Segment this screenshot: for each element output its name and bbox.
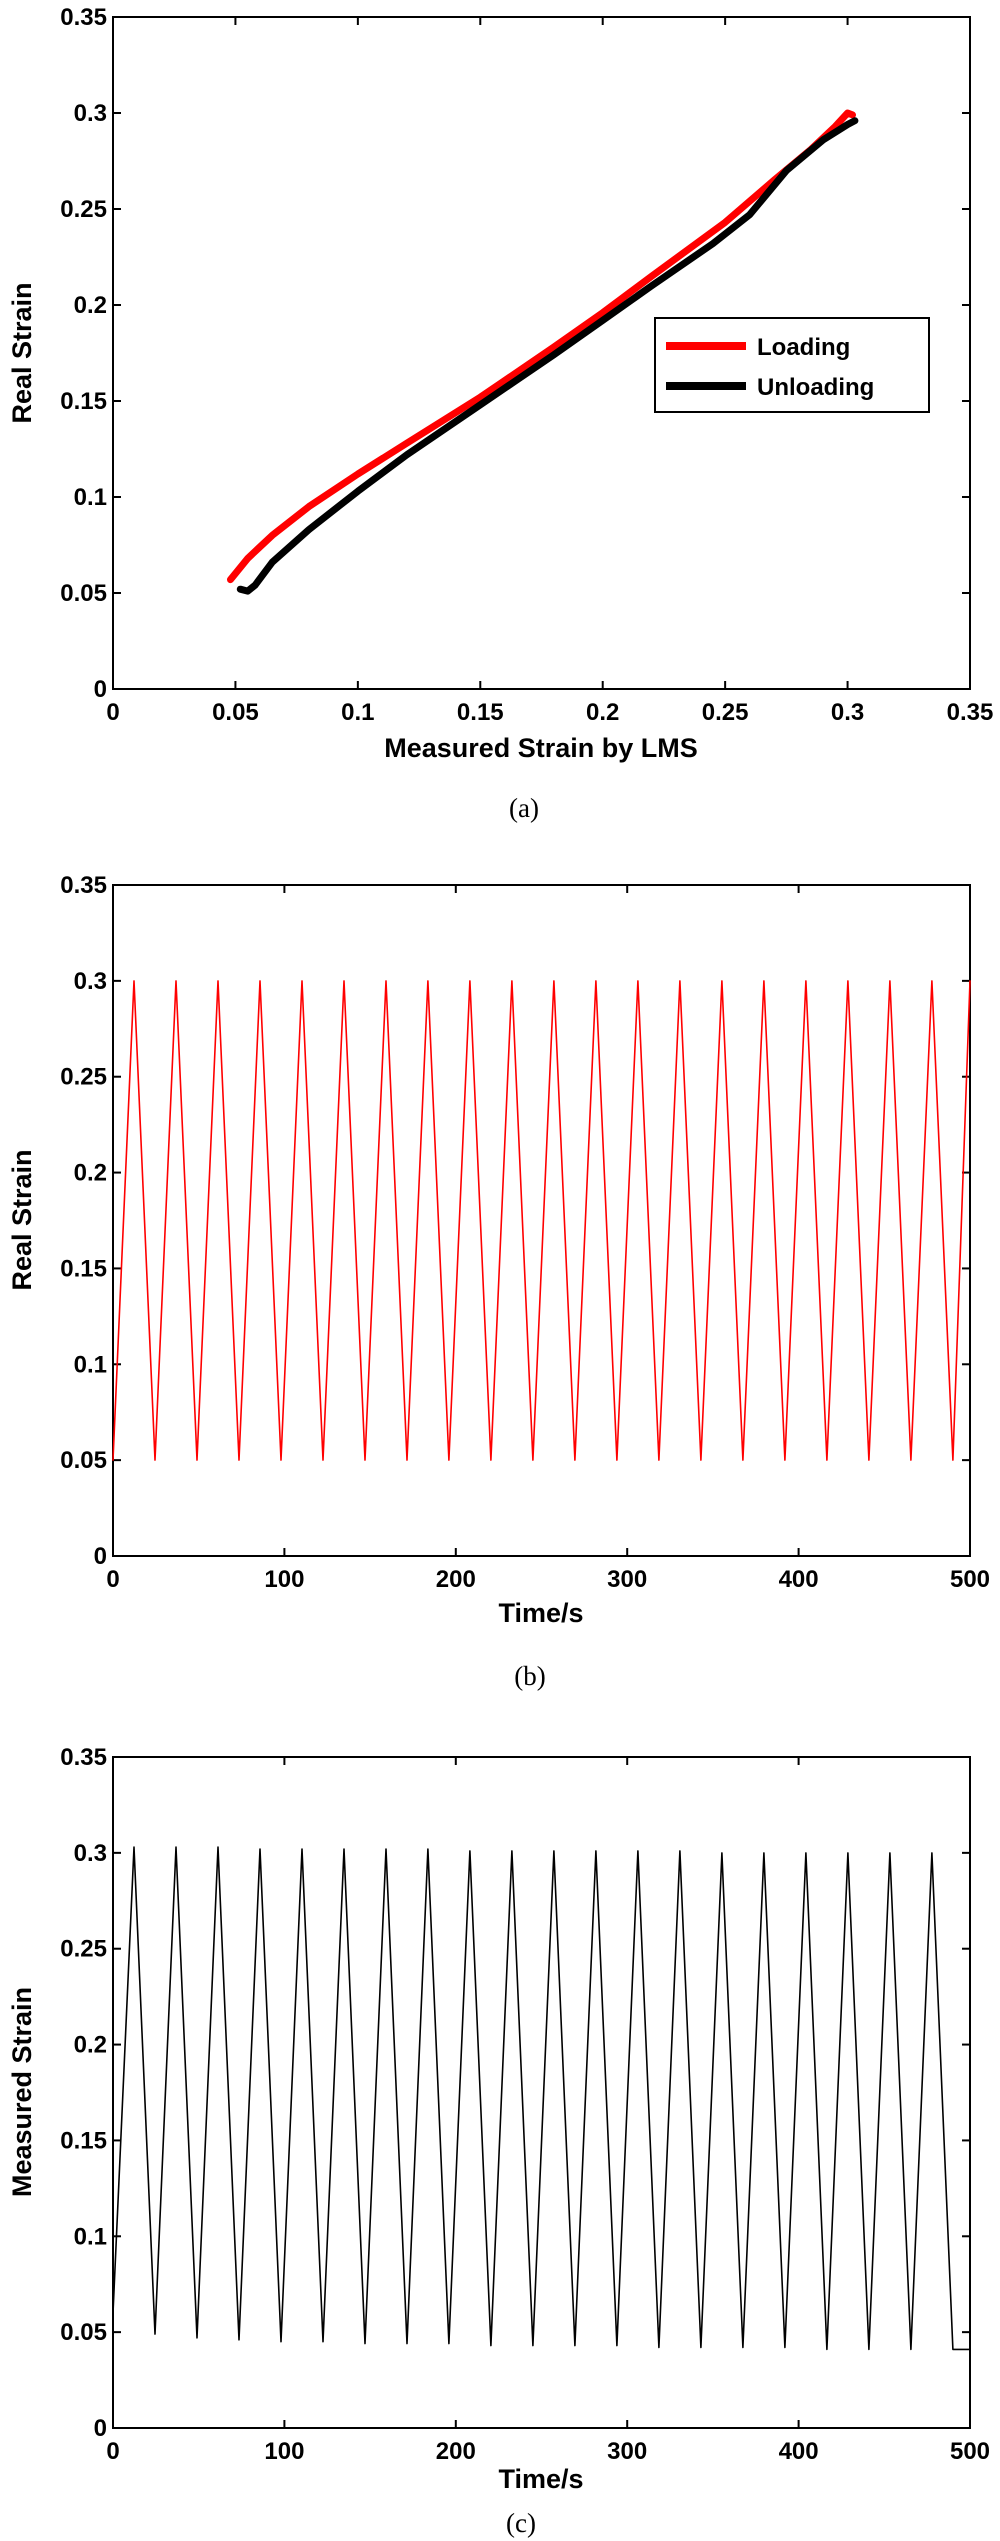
- chart-c-y-tick-label: 0.2: [74, 2032, 107, 2059]
- chart-b-y-tick-label: 0.05: [60, 1447, 107, 1474]
- chart-a-legend-box: [654, 317, 930, 413]
- chart-c-x-tick-label: 300: [607, 2438, 647, 2465]
- chart-b-y-axis-label: Real Strain: [7, 1149, 37, 1290]
- chart-a-unloading-line: [236, 117, 859, 595]
- chart-c-x-tick-label: 200: [436, 2438, 476, 2465]
- chart-b-series: [112, 980, 971, 1461]
- chart-a-legend: Loading Unloading: [654, 317, 930, 413]
- chart-a: 0 0.05 0.1 0.15 0.2 0.25 0.3 0.35 00.050.10.150…: [7, 4, 993, 823]
- chart-b-x-axis-label: Time/s: [498, 1598, 583, 1628]
- chart-c-x-tick-label: 500: [950, 2438, 990, 2465]
- chart-a-y-tick-label: 0: [94, 676, 107, 703]
- chart-a-y-tick-label: 0.05: [60, 580, 107, 607]
- chart-c-plot-area: [112, 1756, 971, 2429]
- chart-c-y-ticks: 0 0.05 0.1 0.15 0.2 0.25 0.3 0.35: [60, 1744, 970, 2442]
- chart-a-y-tick-label: 0.15: [60, 388, 107, 415]
- chart-a-y-tick-label: 0.35: [60, 4, 107, 31]
- chart-a-x-tick-label: 0.3: [831, 699, 864, 726]
- chart-b-x-tick-label: 500: [950, 1566, 990, 1593]
- chart-b-y-tick-label: 0.15: [60, 1255, 107, 1282]
- chart-b: 0 100 200 300 400 500 00.050.10.150.20.250.30…: [7, 872, 990, 1691]
- chart-c-x-axis-label: Time/s: [498, 2464, 583, 2494]
- chart-a-y-ticks: 0 0.05 0.1 0.15 0.2 0.25 0.3 0.35: [60, 4, 970, 703]
- chart-a-y-tick-label: 0.25: [60, 196, 107, 223]
- chart-a-x-ticks: 0 0.05 0.1 0.15 0.2 0.25 0.3 0.35: [106, 17, 993, 726]
- chart-c-y-tick-label: 0: [94, 2415, 107, 2442]
- legend-loading-label: Loading: [757, 334, 850, 361]
- chart-c-series: [112, 1846, 971, 2351]
- chart-a-y-axis-label: Real Strain: [7, 282, 37, 423]
- chart-b-series-0-line: [112, 980, 971, 1461]
- chart-c-x-tick-label: 400: [779, 2438, 819, 2465]
- chart-a-series: [227, 109, 859, 595]
- chart-b-y-tick-label: 0: [94, 1543, 107, 1570]
- legend-unloading-label: Unloading: [757, 374, 874, 401]
- chart-a-x-tick-label: 0.1: [341, 699, 374, 726]
- chart-a-x-tick-label: 0.15: [457, 699, 504, 726]
- chart-c-y-tick-label: 0.25: [60, 1936, 107, 1963]
- chart-b-x-tick-label: 100: [264, 1566, 304, 1593]
- caption-c: (c): [506, 2508, 536, 2538]
- chart-a-x-tick-label: 0.05: [212, 699, 259, 726]
- chart-a-y-tick-label: 0.1: [74, 484, 107, 511]
- chart-c-series-0-line: [112, 1846, 971, 2351]
- chart-c-y-tick-label: 0.1: [74, 2223, 107, 2250]
- chart-c-y-tick-label: 0.3: [74, 1840, 107, 1867]
- chart-b-y-tick-label: 0.35: [60, 872, 107, 899]
- chart-a-x-tick-label: 0: [106, 699, 119, 726]
- chart-b-x-tick-label: 200: [436, 1566, 476, 1593]
- caption-a: (a): [509, 793, 539, 823]
- chart-c-y-axis-label: Measured Strain: [7, 1987, 37, 2197]
- chart-c-y-tick-label: 0.15: [60, 2127, 107, 2154]
- chart-b-y-tick-label: 0.25: [60, 1064, 107, 1091]
- chart-a-x-axis-label: Measured Strain by LMS: [384, 733, 698, 763]
- chart-c-y-tick-label: 0.35: [60, 1744, 107, 1771]
- chart-a-y-tick-label: 0.3: [74, 100, 107, 127]
- chart-c-y-tick-label: 0.05: [60, 2319, 107, 2346]
- chart-b-plot-area: [112, 884, 971, 1557]
- chart-b-y-tick-label: 0.1: [74, 1351, 107, 1378]
- chart-c-x-ticks: 0 100 200 300 400 500: [106, 1757, 990, 2465]
- chart-c: 0 100 200 300 400 500 00.050.10.150.20.250.30…: [7, 1744, 990, 2538]
- chart-c-x-tick-label: 0: [106, 2438, 119, 2465]
- chart-a-x-tick-label: 0.2: [586, 699, 619, 726]
- chart-b-x-tick-label: 300: [607, 1566, 647, 1593]
- chart-a-x-tick-label: 0.35: [947, 699, 994, 726]
- chart-b-x-ticks: 0 100 200 300 400 500: [106, 885, 990, 1593]
- chart-c-x-tick-label: 100: [264, 2438, 304, 2465]
- chart-b-y-tick-label: 0.2: [74, 1160, 107, 1187]
- chart-a-y-tick-label: 0.2: [74, 292, 107, 319]
- chart-b-y-tick-label: 0.3: [74, 968, 107, 995]
- caption-b: (b): [514, 1661, 545, 1691]
- chart-b-x-tick-label: 0: [106, 1566, 119, 1593]
- chart-b-x-tick-label: 400: [779, 1566, 819, 1593]
- chart-b-y-ticks: 0 0.05 0.1 0.15 0.2 0.25 0.3 0.35: [60, 872, 970, 1570]
- chart-a-x-tick-label: 0.25: [702, 699, 749, 726]
